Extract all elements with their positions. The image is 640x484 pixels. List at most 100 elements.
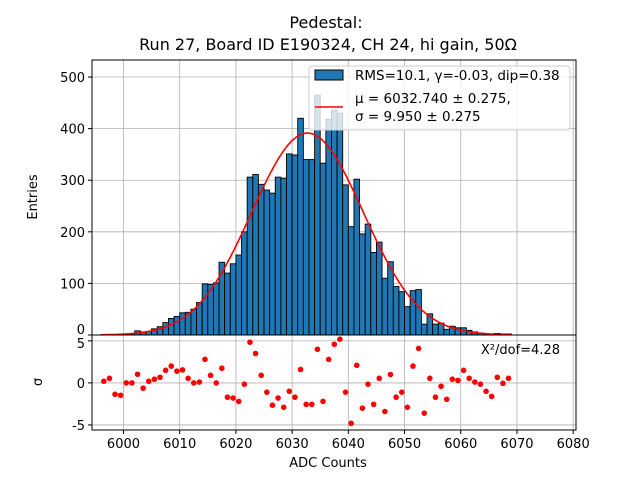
legend-label-histogram: RMS=10.1, γ=-0.03, dip=0.38 [355,68,560,84]
histogram-bar [241,231,248,336]
bottom-y-ticks: -5 0 5 [72,337,92,434]
y-tick-label: 300 [60,174,85,189]
y-tick-label: 100 [60,277,85,292]
residual-point [331,341,338,348]
residual-point [174,368,180,374]
y-tick-label: -5 [72,419,85,434]
residual-point [314,346,321,353]
top-y-ticks: 0 100 200 300 400 500 [60,71,92,338]
residual-point [472,379,478,385]
residual-point [140,385,146,392]
residual-point [376,375,383,382]
residual-point [292,394,298,401]
residual-point [494,374,501,381]
x-tick-label: 6000 [107,437,140,452]
residual-point [275,395,281,401]
residual-point [151,376,158,383]
residual-point [432,394,439,401]
residual-point [488,393,495,400]
residual-point [365,381,371,387]
histogram-bar [347,226,355,336]
residual-point [230,395,236,401]
residual-point [286,388,293,395]
x-axis-label: ADC Counts [289,456,367,471]
y-axis-label-entries: Entries [26,174,41,220]
residual-point [443,396,450,403]
histogram-bar [308,159,316,336]
histogram-bar [404,306,411,336]
residual-point [134,371,141,378]
residual-point [500,380,506,387]
residual-point [207,372,214,379]
residual-point [438,383,444,390]
chart-title-line1: Pedestal: [289,13,362,32]
residual-point [235,398,242,405]
histogram-bar [190,308,198,336]
residual-point [370,401,377,408]
residual-point [483,388,489,395]
residual-point [106,375,113,382]
residual-point [101,378,107,385]
residual-point [168,363,175,369]
histogram-bar [280,177,287,336]
residual-point [258,372,265,379]
residual-point [460,367,467,374]
residual-point [117,392,124,399]
residual-point [303,401,309,408]
histogram-bars [100,94,512,336]
residual-point [342,389,349,395]
residual-point [241,381,248,387]
histogram-bar [325,118,332,336]
residual-point [129,380,135,386]
residual-point [308,401,315,408]
y-tick-label: 0 [77,377,85,392]
residual-point [415,345,422,352]
residual-point [264,389,270,395]
residual-point [190,380,197,386]
residual-point [320,398,326,405]
x-ticks: 6000 6010 6020 6030 6040 6050 6060 6070 6080 [107,430,590,452]
residual-point [359,405,366,411]
histogram-bar [168,318,175,336]
histogram-bar [432,323,439,336]
residual-point [202,356,208,363]
residual-point [145,378,152,385]
histogram-bar [269,192,276,336]
x-tick-label: 6010 [163,437,196,452]
residual-point [398,389,405,395]
histogram-bar [196,302,203,336]
histogram-bar [201,283,209,336]
histogram-bar [443,328,450,336]
residual-point [213,380,220,386]
histogram-bar [257,183,265,336]
histogram-bar [162,322,169,336]
residual-point [455,377,461,384]
x-tick-label: 6070 [500,437,533,452]
legend-bar-swatch [314,69,344,81]
histogram-bar [364,223,372,336]
residual-point [157,374,163,381]
histogram-bar [224,272,231,336]
histogram-bar [336,112,344,336]
y-tick-label: 200 [60,226,85,241]
histogram-bar [235,254,242,336]
x-tick-label: 6030 [276,437,309,452]
histogram-bar [263,189,271,336]
histogram-bar [398,291,405,336]
histogram-bar [331,109,338,336]
residual-point [325,356,332,363]
histogram-bar [297,117,304,336]
x-tick-label: 6060 [444,437,477,452]
residual-point [252,350,259,357]
residual-point [393,394,399,401]
residual-point [185,375,191,382]
bottom-panel-grid [92,335,576,430]
histogram-bar [381,277,389,336]
residual-point [337,336,343,343]
y-axis-label-sigma: σ [31,378,46,386]
residual-point [179,367,186,373]
histogram-bar [286,153,293,336]
residual-point [224,394,231,401]
residual-point [348,420,354,427]
